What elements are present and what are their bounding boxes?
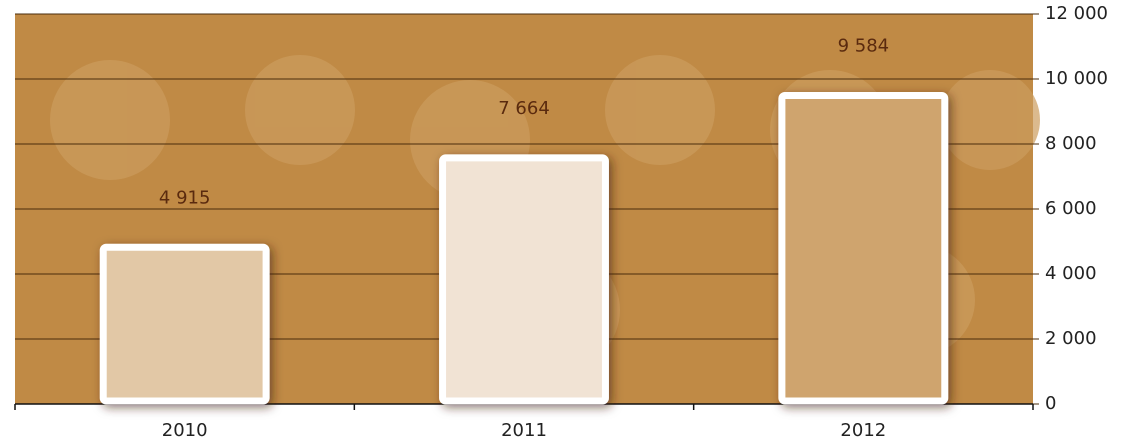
y-tick-label: 8 000 [1045,133,1097,154]
y-tick-label: 10 000 [1045,68,1108,89]
y-tick-label: 6 000 [1045,198,1097,219]
value-label: 7 664 [498,98,550,119]
value-label: 9 584 [838,36,890,57]
bar [103,247,266,401]
y-tick-label: 2 000 [1045,328,1097,349]
bar [782,96,945,401]
y-tick-label: 0 [1045,393,1056,414]
x-tick-label: 2010 [162,420,208,441]
y-tick-label: 4 000 [1045,263,1097,284]
x-tick-label: 2012 [840,420,886,441]
x-tick-label: 2011 [501,420,547,441]
chart: 0 2 000 4 000 6 000 8 000 10 000 12 000 4 915 20… [0,0,1129,441]
y-tick-label: 12 000 [1045,3,1108,24]
bar [443,158,606,401]
value-label: 4 915 [159,187,211,208]
